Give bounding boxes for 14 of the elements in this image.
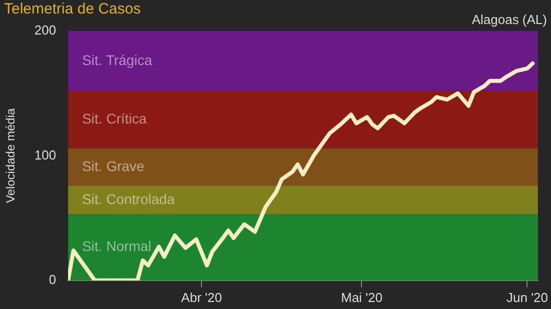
chart-subtitle: Alagoas (AL) [472,12,547,28]
y-tick-label: 100 [34,147,56,162]
chart-title: Telemetria de Casos [4,0,141,18]
band-label: Sit. Crítica [82,110,147,126]
band-label: Sit. Trágica [82,52,152,68]
x-tick-label: Jun '20 [506,290,548,305]
band-label: Sit. Normal [82,238,152,254]
y-tick-label: 0 [48,272,56,287]
band-label: Sit. Grave [82,158,145,174]
y-tick-label: 200 [34,22,56,38]
y-axis-title: Velocidade média [4,108,18,204]
band-label: Sit. Controlada [82,190,175,207]
x-tick-label: Abr '20 [181,290,222,305]
x-tick-label: Mai '20 [340,290,382,305]
